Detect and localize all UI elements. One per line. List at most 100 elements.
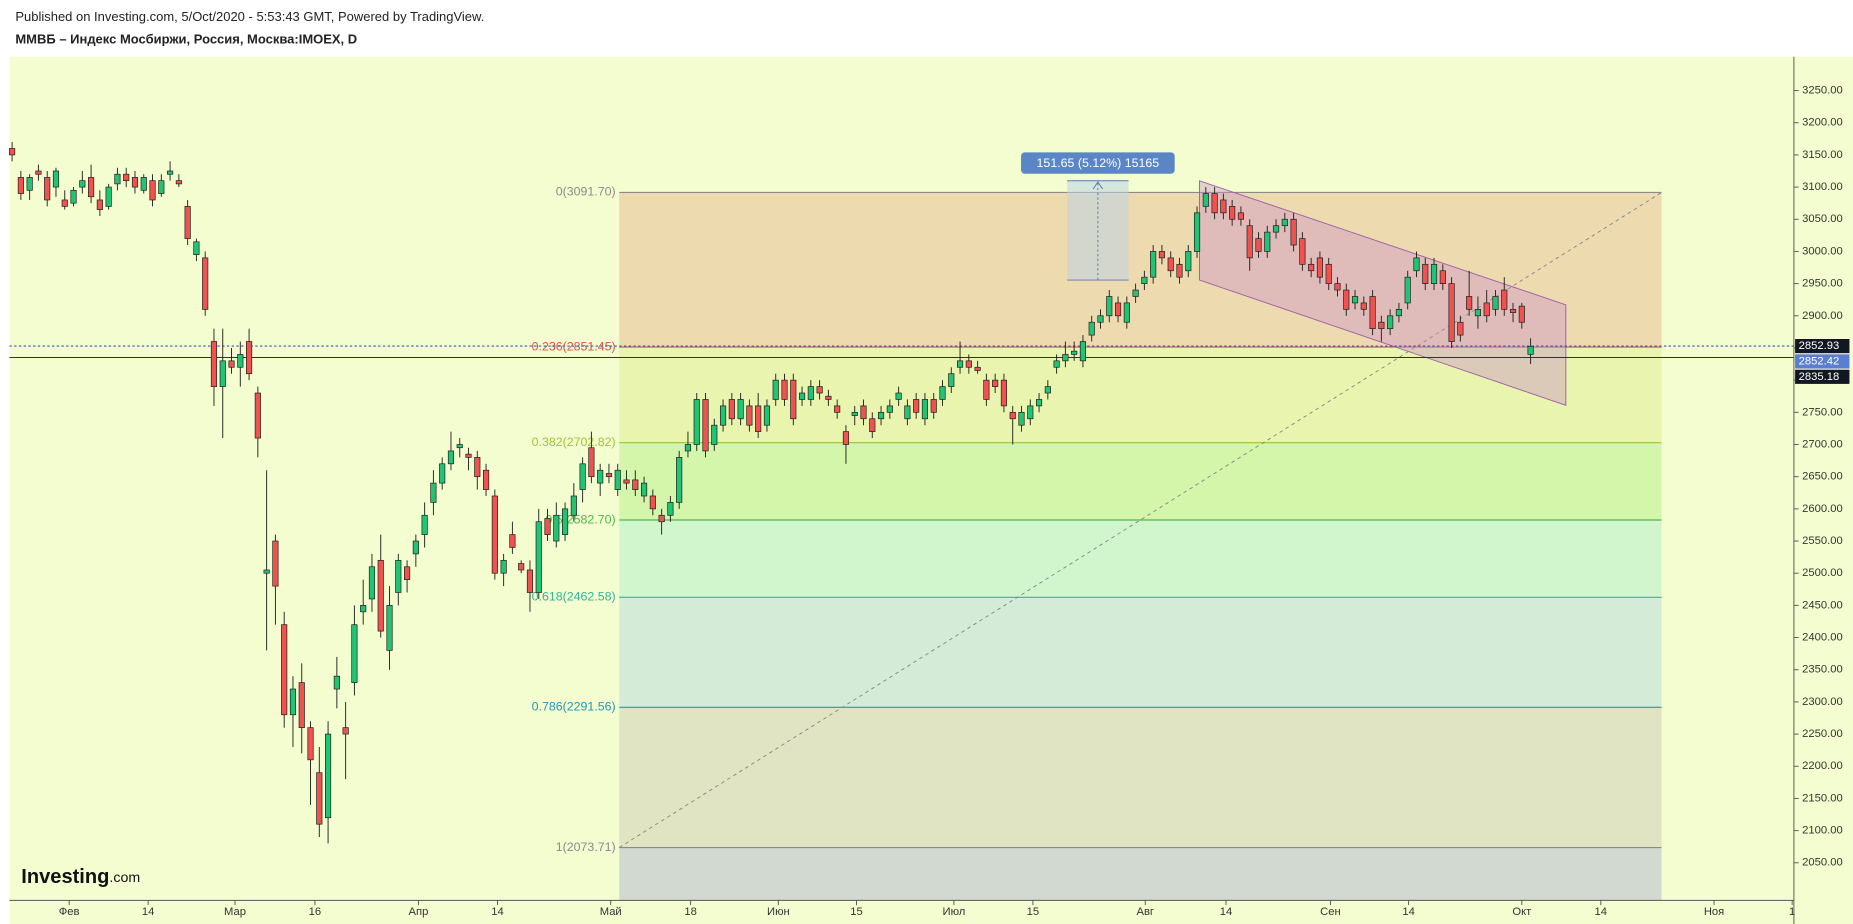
candle-body xyxy=(1088,321,1095,336)
candle-body xyxy=(649,495,656,510)
candle-body xyxy=(465,453,472,458)
x-tick-label: 14 xyxy=(491,906,503,918)
x-tick-label: Фев xyxy=(59,906,80,918)
candle-body xyxy=(228,360,235,368)
candle-body xyxy=(1387,315,1394,330)
candle-body xyxy=(44,177,51,201)
candle-body xyxy=(781,379,788,400)
x-tick-label: 14 xyxy=(142,906,154,918)
candle-body xyxy=(1097,315,1104,323)
candle-body xyxy=(632,479,639,490)
candle-body xyxy=(456,444,463,449)
candle-body xyxy=(640,482,648,497)
candle-body xyxy=(886,405,893,413)
candle-body xyxy=(667,502,674,516)
candle-body xyxy=(1281,218,1288,227)
candle-body xyxy=(1378,321,1385,330)
x-tick-label: Мар xyxy=(224,906,246,918)
candle-body xyxy=(246,341,253,375)
candle-body xyxy=(930,399,937,413)
candle-body xyxy=(535,521,542,593)
candle-body xyxy=(351,624,358,683)
fib-label: 0.786(2291.56) xyxy=(532,700,616,714)
candle-body xyxy=(1106,296,1113,317)
candle-body xyxy=(1395,309,1403,317)
candle-body xyxy=(1123,302,1130,323)
candle-body xyxy=(1193,212,1201,252)
fib-label: 0.618(2462.58) xyxy=(532,590,616,604)
candle-body xyxy=(210,341,218,387)
candle-body xyxy=(1343,289,1350,310)
candle-body xyxy=(614,469,621,490)
candle-body xyxy=(412,540,419,555)
candle-body xyxy=(360,605,367,613)
candle-body xyxy=(1264,231,1271,252)
candle-body xyxy=(105,186,112,207)
candle-body xyxy=(193,241,200,256)
candle-body xyxy=(763,405,771,426)
candle-body xyxy=(816,386,823,394)
candle-body xyxy=(1483,302,1490,317)
candle-body xyxy=(684,444,692,452)
candle-body xyxy=(1448,283,1455,342)
measure-label-bg xyxy=(1021,152,1175,174)
candle-body xyxy=(790,379,797,420)
x-tick-label: Май xyxy=(600,906,622,918)
candle-body xyxy=(316,772,323,825)
y-tick-label: 2500.00 xyxy=(1802,567,1843,579)
candle-body xyxy=(860,405,867,420)
price-label-bg xyxy=(1795,338,1850,354)
y-tick-label: 2350.00 xyxy=(1802,664,1843,676)
fib-band xyxy=(619,847,1662,901)
candle-body xyxy=(26,177,33,191)
candle-body xyxy=(175,180,182,185)
y-tick-label: 3150.00 xyxy=(1802,149,1843,161)
candle-body xyxy=(1325,263,1332,284)
candle-body xyxy=(579,463,586,490)
y-tick-label: 2750.00 xyxy=(1802,406,1843,418)
candle-body xyxy=(948,373,955,387)
y-tick-label: 3200.00 xyxy=(1802,117,1843,129)
candle-body xyxy=(158,180,165,194)
candle-body xyxy=(834,405,841,413)
candle-body xyxy=(491,495,498,574)
candle-body xyxy=(623,479,630,484)
x-tick-label: 14 xyxy=(1595,906,1607,918)
candle-body xyxy=(281,624,288,716)
candle-body xyxy=(877,411,885,420)
candle-body xyxy=(263,569,270,574)
candle-body xyxy=(1351,296,1359,304)
logo-suffix: .com xyxy=(109,870,140,886)
candle-body xyxy=(1404,276,1411,304)
candle-body xyxy=(368,566,376,600)
candle-body xyxy=(772,379,779,400)
x-tick-label: 16 xyxy=(309,906,321,918)
fib-label: 0.382(2702.82) xyxy=(532,435,616,449)
candle-body xyxy=(658,514,665,523)
candle-body xyxy=(1150,251,1157,278)
candle-body xyxy=(956,360,964,368)
x-tick-label: 15 xyxy=(850,906,862,918)
candle-body xyxy=(1071,350,1078,355)
candle-body xyxy=(79,180,86,188)
candle-body xyxy=(798,392,806,400)
candle-body xyxy=(52,170,60,188)
candle-body xyxy=(167,170,174,175)
candle-body xyxy=(1492,296,1499,310)
y-tick-label: 2150.00 xyxy=(1802,792,1843,804)
y-tick-label: 3100.00 xyxy=(1802,181,1843,193)
candle-body xyxy=(1176,263,1183,278)
fib-band xyxy=(619,442,1662,520)
candle-body xyxy=(597,469,604,484)
candle-body xyxy=(342,727,349,735)
candle-body xyxy=(149,180,156,201)
candle-body xyxy=(1185,251,1192,272)
x-tick-label: Окт xyxy=(1512,906,1531,918)
candle-body xyxy=(17,177,24,194)
candle-body xyxy=(439,463,446,484)
x-tick-label: 18 xyxy=(684,906,696,918)
x-tick-label: 14 xyxy=(1402,906,1414,918)
candle-body xyxy=(403,566,411,580)
